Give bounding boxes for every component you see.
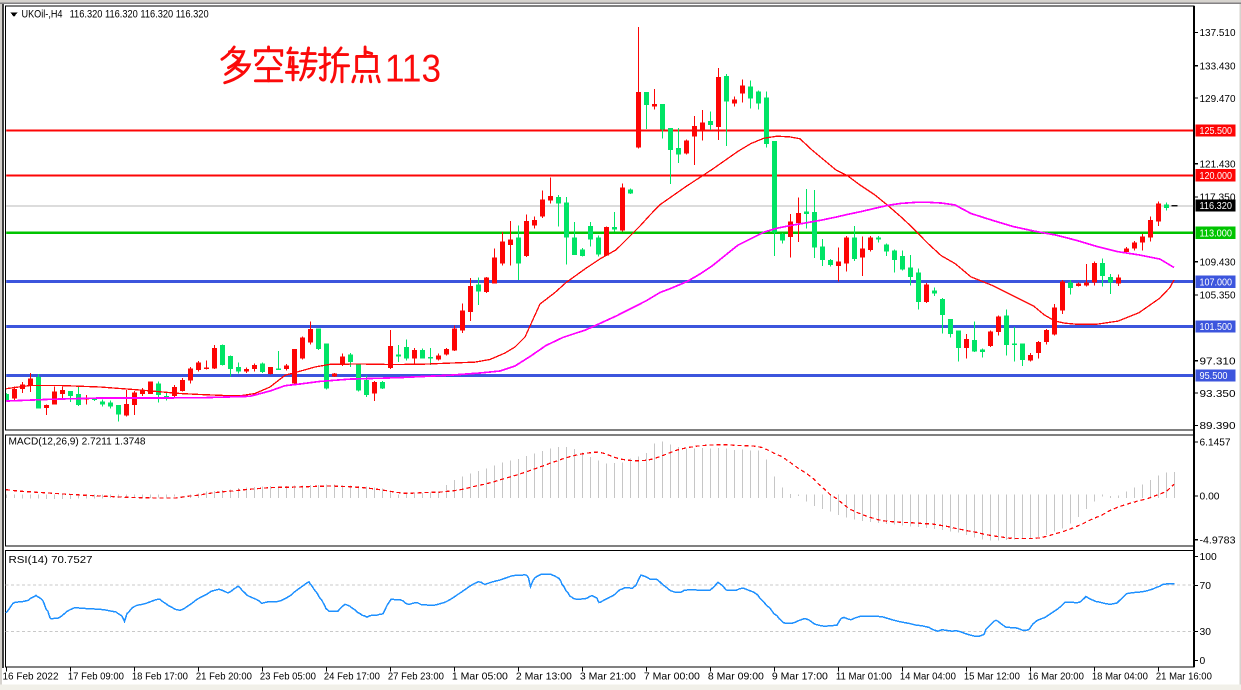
svg-text:101.500: 101.500 — [1200, 322, 1233, 333]
svg-text:137.510: 137.510 — [1200, 28, 1236, 39]
svg-text:16 Feb 2022: 16 Feb 2022 — [3, 672, 59, 683]
svg-text:70: 70 — [1200, 581, 1212, 592]
svg-text:9 Mar 17:00: 9 Mar 17:00 — [772, 672, 828, 683]
svg-text:21 Feb 20:00: 21 Feb 20:00 — [196, 672, 252, 683]
svg-text:MACD(12,26,9) 2.7211 1.3748: MACD(12,26,9) 2.7211 1.3748 — [9, 437, 146, 448]
svg-text:133.430: 133.430 — [1200, 61, 1236, 72]
svg-text:2 Mar 13:00: 2 Mar 13:00 — [516, 672, 572, 683]
svg-text:16 Mar 20:00: 16 Mar 20:00 — [1028, 672, 1084, 683]
svg-text:7 Mar 00:00: 7 Mar 00:00 — [644, 672, 700, 683]
svg-text:113.000: 113.000 — [1200, 228, 1233, 239]
svg-text:1 Mar 05:00: 1 Mar 05:00 — [452, 672, 508, 683]
svg-text:18 Mar 04:00: 18 Mar 04:00 — [1092, 672, 1148, 683]
svg-text:116.320: 116.320 — [1200, 201, 1233, 212]
svg-text:105.350: 105.350 — [1200, 291, 1236, 302]
svg-text:93.350: 93.350 — [1200, 389, 1236, 400]
svg-text:97.310: 97.310 — [1200, 356, 1236, 367]
svg-text:95.500: 95.500 — [1200, 371, 1228, 382]
svg-text:113: 113 — [385, 48, 441, 91]
svg-text:30: 30 — [1200, 627, 1212, 638]
svg-text:-4.9783: -4.9783 — [1200, 536, 1236, 547]
svg-text:27 Feb 23:00: 27 Feb 23:00 — [388, 672, 444, 683]
svg-text:RSI(14) 70.7527: RSI(14) 70.7527 — [9, 555, 93, 566]
svg-text:0.00: 0.00 — [1200, 492, 1220, 503]
svg-text:109.430: 109.430 — [1200, 257, 1236, 268]
svg-text:100: 100 — [1200, 552, 1217, 563]
svg-text:121.430: 121.430 — [1200, 159, 1236, 170]
svg-text:24 Feb 17:00: 24 Feb 17:00 — [324, 672, 380, 683]
svg-text:117.350: 117.350 — [1200, 193, 1236, 204]
svg-text:15 Mar 12:00: 15 Mar 12:00 — [964, 672, 1020, 683]
svg-text:107.000: 107.000 — [1200, 277, 1233, 288]
svg-text:129.470: 129.470 — [1200, 94, 1236, 105]
svg-text:14 Mar 04:00: 14 Mar 04:00 — [900, 672, 956, 683]
svg-text:18 Feb 17:00: 18 Feb 17:00 — [132, 672, 188, 683]
svg-text:0: 0 — [1200, 656, 1206, 667]
svg-text:17 Feb 09:00: 17 Feb 09:00 — [68, 672, 124, 683]
svg-text:120.000: 120.000 — [1200, 171, 1233, 182]
svg-text:21 Mar 16:00: 21 Mar 16:00 — [1156, 672, 1212, 683]
svg-text:6.1457: 6.1457 — [1200, 438, 1231, 449]
svg-text:116.320 116.320 116.320 116.32: 116.320 116.320 116.320 116.320 — [70, 9, 209, 21]
svg-text:89.390: 89.390 — [1200, 421, 1236, 432]
svg-text:125.500: 125.500 — [1200, 126, 1233, 137]
svg-text:3 Mar 21:00: 3 Mar 21:00 — [580, 672, 636, 683]
svg-text:11 Mar 01:00: 11 Mar 01:00 — [836, 672, 892, 683]
svg-text:UKOil-,H4: UKOil-,H4 — [22, 9, 63, 21]
svg-text:23 Feb 05:00: 23 Feb 05:00 — [260, 672, 316, 683]
svg-text:8 Mar 09:00: 8 Mar 09:00 — [708, 672, 764, 683]
